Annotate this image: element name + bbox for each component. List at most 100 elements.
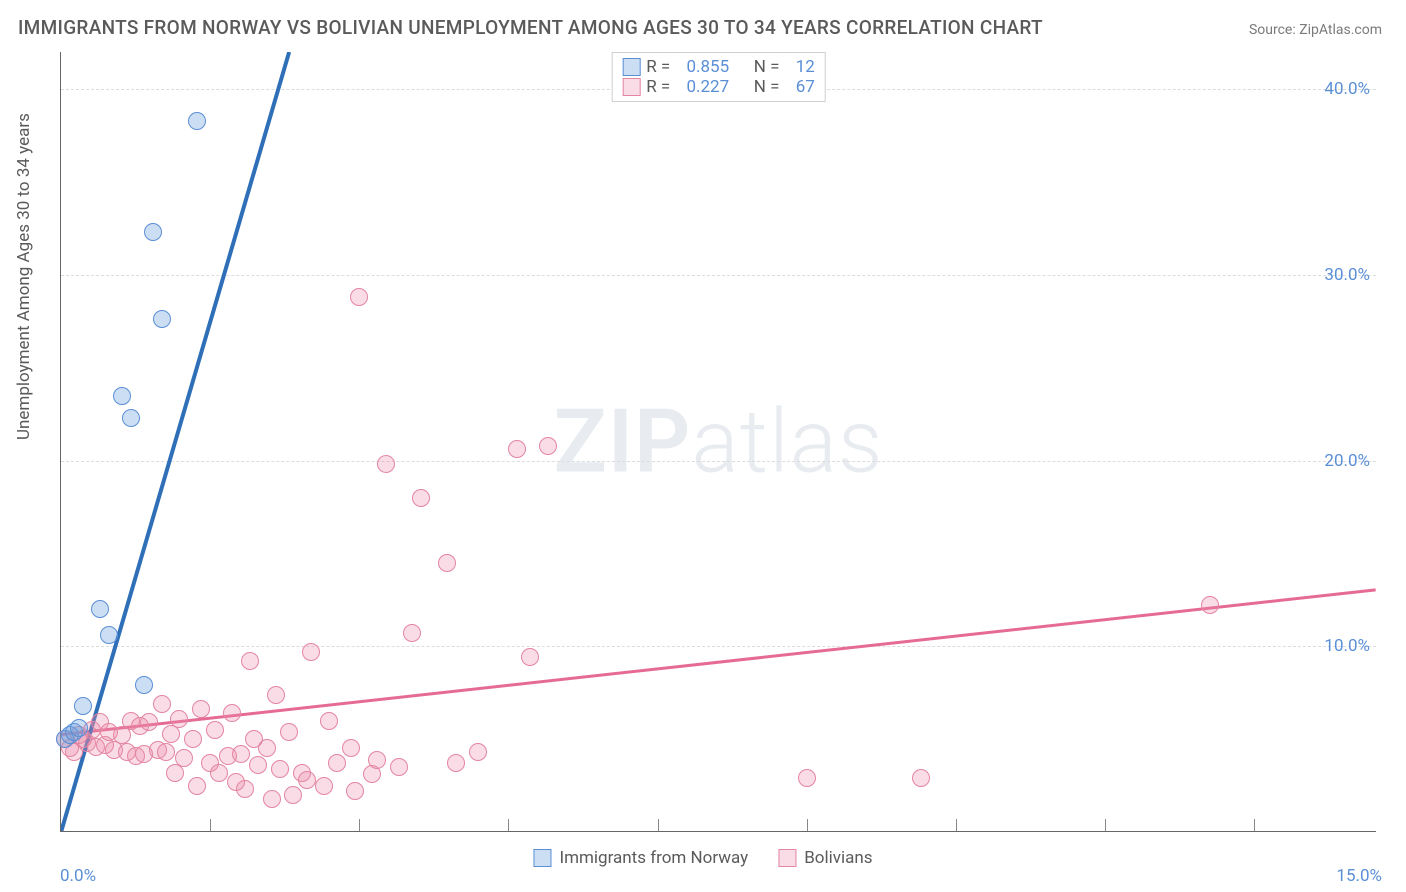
scatter-point-pink — [162, 725, 180, 743]
scatter-point-blue — [144, 223, 162, 241]
scatter-point-pink — [227, 773, 245, 791]
scatter-point-pink — [508, 440, 526, 458]
scatter-point-pink — [65, 743, 83, 761]
scatter-point-pink — [438, 554, 456, 572]
scatter-point-pink — [403, 624, 421, 642]
scatter-point-pink — [74, 730, 92, 748]
scatter-point-pink — [210, 764, 228, 782]
y-tick-label: 10.0% — [1324, 636, 1370, 656]
scatter-point-pink — [447, 754, 465, 772]
n-value-pink: 67 — [796, 77, 815, 97]
scatter-point-pink — [521, 648, 539, 666]
scatter-point-pink — [320, 712, 338, 730]
scatter-point-blue — [122, 409, 140, 427]
scatter-point-blue — [153, 310, 171, 328]
x-minor-tick — [1105, 819, 1106, 831]
r-value-blue: 0.855 — [686, 57, 729, 77]
scatter-point-pink — [135, 745, 153, 763]
scatter-point-pink — [153, 695, 171, 713]
scatter-point-pink — [328, 754, 346, 772]
scatter-point-pink — [350, 288, 368, 306]
bottom-legend: Immigrants from Norway Bolivians — [533, 848, 872, 868]
x-minor-tick — [956, 819, 957, 831]
watermark: ZIPatlas — [553, 390, 883, 493]
scatter-point-pink — [798, 769, 816, 787]
scatter-point-pink — [271, 760, 289, 778]
scatter-point-pink — [83, 721, 101, 739]
scatter-point-pink — [1201, 596, 1219, 614]
scatter-point-blue — [70, 719, 88, 737]
watermark-bold: ZIP — [553, 390, 691, 493]
scatter-point-blue — [188, 112, 206, 130]
x-minor-tick — [210, 819, 211, 831]
scatter-point-pink — [166, 764, 184, 782]
y-tick-label: 20.0% — [1324, 451, 1370, 471]
scatter-point-pink — [96, 736, 114, 754]
scatter-point-pink — [170, 710, 188, 728]
scatter-point-blue — [61, 726, 79, 744]
x-tick-label-0: 0.0% — [60, 866, 96, 886]
scatter-point-pink — [184, 730, 202, 748]
scatter-point-pink — [118, 743, 136, 761]
legend-label-blue: Immigrants from Norway — [559, 848, 748, 868]
scatter-point-pink — [293, 764, 311, 782]
stats-swatch-pink — [622, 78, 640, 96]
gridline-h — [61, 461, 1376, 462]
scatter-point-blue — [135, 676, 153, 694]
stats-legend: R = 0.855 N = 12 R = 0.227 N = 67 — [611, 52, 826, 102]
r-label: R = — [646, 57, 670, 77]
stats-swatch-blue — [622, 58, 640, 76]
scatter-point-pink — [249, 756, 267, 774]
n-label: N = — [754, 57, 780, 77]
scatter-point-blue — [65, 723, 83, 741]
scatter-point-pink — [223, 704, 241, 722]
scatter-point-pink — [298, 771, 316, 789]
scatter-point-pink — [236, 780, 254, 798]
scatter-point-pink — [127, 747, 145, 765]
y-axis-label: Unemployment Among Ages 30 to 34 years — [14, 113, 34, 440]
gridline-h — [61, 646, 1376, 647]
regression-line-pink — [61, 590, 1375, 735]
legend-swatch-pink — [778, 849, 796, 867]
scatter-point-pink — [267, 686, 285, 704]
scatter-point-pink — [280, 723, 298, 741]
scatter-point-pink — [539, 437, 557, 455]
scatter-point-pink — [201, 754, 219, 772]
scatter-point-blue — [100, 626, 118, 644]
scatter-point-blue — [91, 600, 109, 618]
watermark-light: atlas — [691, 390, 883, 493]
scatter-point-pink — [377, 455, 395, 473]
legend-label-pink: Bolivians — [804, 848, 872, 868]
n-value-blue: 12 — [796, 57, 815, 77]
x-minor-tick — [1254, 819, 1255, 831]
scatter-point-pink — [263, 790, 281, 808]
scatter-point-pink — [232, 745, 250, 763]
regression-line-blue — [61, 52, 289, 831]
scatter-point-pink — [157, 743, 175, 761]
scatter-point-pink — [56, 730, 74, 748]
scatter-point-pink — [131, 717, 149, 735]
gridline-h — [61, 275, 1376, 276]
scatter-point-pink — [241, 652, 259, 670]
scatter-point-pink — [368, 751, 386, 769]
scatter-point-blue — [113, 387, 131, 405]
x-minor-tick — [508, 819, 509, 831]
stats-row-pink: R = 0.227 N = 67 — [622, 77, 815, 97]
scatter-point-pink — [245, 730, 263, 748]
scatter-point-pink — [87, 738, 105, 756]
scatter-point-pink — [149, 741, 167, 759]
scatter-point-pink — [315, 777, 333, 795]
scatter-point-blue — [74, 697, 92, 715]
scatter-point-pink — [346, 782, 364, 800]
scatter-point-pink — [469, 743, 487, 761]
y-tick-label: 30.0% — [1324, 265, 1370, 285]
legend-item-blue: Immigrants from Norway — [533, 848, 748, 868]
scatter-point-pink — [70, 726, 88, 744]
x-minor-tick — [658, 819, 659, 831]
scatter-point-pink — [219, 747, 237, 765]
scatter-point-pink — [412, 489, 430, 507]
scatter-point-pink — [91, 713, 109, 731]
y-tick-label: 40.0% — [1324, 79, 1370, 99]
scatter-point-pink — [61, 739, 79, 757]
scatter-point-pink — [284, 786, 302, 804]
